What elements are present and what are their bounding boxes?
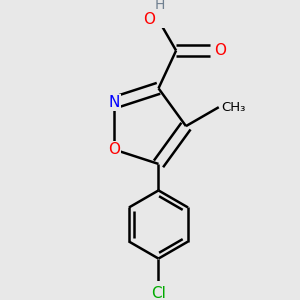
Text: N: N	[108, 95, 120, 110]
Text: Cl: Cl	[151, 286, 166, 300]
Text: H: H	[155, 0, 165, 12]
Text: O: O	[108, 142, 120, 157]
Text: CH₃: CH₃	[221, 101, 245, 114]
Text: O: O	[214, 43, 226, 58]
Text: O: O	[143, 12, 155, 27]
